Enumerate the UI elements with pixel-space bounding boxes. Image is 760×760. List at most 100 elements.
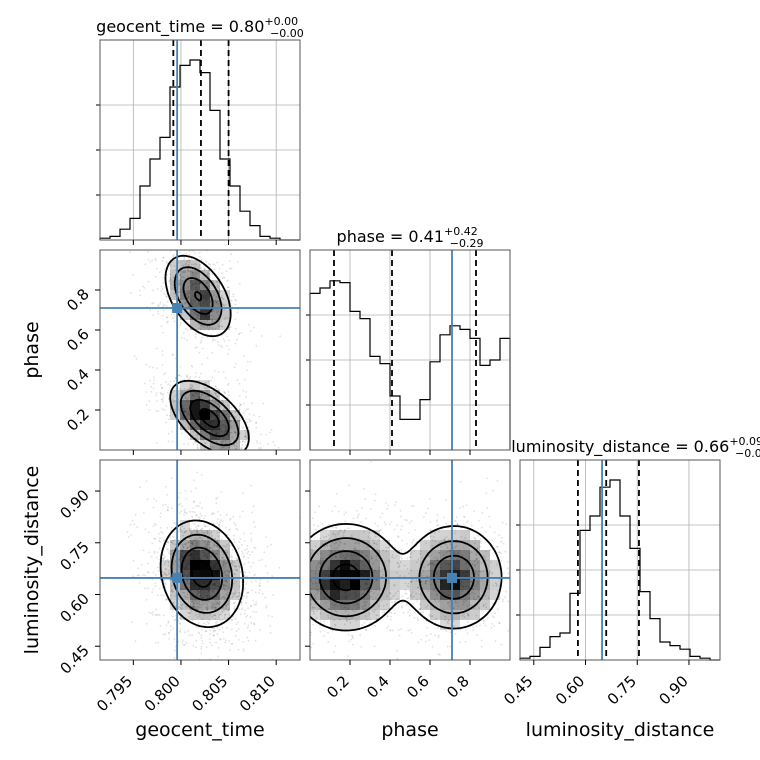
sample-point (400, 515, 402, 518)
sample-point (357, 603, 360, 606)
density-bin (190, 260, 200, 270)
sample-point (366, 554, 368, 557)
sample-point (187, 541, 190, 544)
sample-point (245, 429, 248, 432)
sample-point (227, 601, 230, 603)
sample-point (216, 571, 219, 574)
sample-point (179, 556, 181, 558)
sample-point (346, 555, 348, 557)
sample-point (363, 608, 366, 611)
sample-point (203, 541, 206, 544)
sample-point (207, 328, 210, 331)
sample-point (307, 668, 309, 670)
sample-point (198, 564, 200, 566)
sample-point (181, 607, 183, 610)
sample-point (334, 623, 336, 626)
sample-point (186, 597, 189, 599)
sample-point (481, 590, 483, 593)
sample-point (221, 610, 224, 613)
sample-point (223, 558, 226, 561)
sample-point (164, 555, 166, 558)
sample-point (320, 552, 323, 555)
sample-point (327, 524, 330, 527)
sample-point (208, 285, 211, 288)
sample-point (222, 607, 225, 609)
sample-point (206, 609, 209, 612)
sample-point (186, 407, 189, 410)
sample-point (152, 588, 155, 591)
sample-point (233, 444, 236, 447)
sample-point (390, 611, 393, 614)
sample-point (512, 542, 514, 544)
density-bin (450, 560, 460, 570)
sample-point (144, 528, 147, 531)
sample-point (301, 584, 303, 586)
sample-point (217, 286, 219, 289)
contour-line (310, 537, 489, 618)
sample-point (484, 531, 487, 533)
sample-point (188, 429, 190, 432)
density-bin (470, 540, 480, 550)
sample-point (356, 517, 359, 519)
sample-point (314, 661, 316, 663)
sample-point (184, 574, 187, 576)
sample-point (221, 302, 224, 305)
sample-point (385, 609, 387, 611)
sample-point (243, 429, 246, 432)
sample-point (214, 339, 216, 342)
sample-point (203, 532, 206, 535)
sample-point (234, 601, 237, 603)
sample-point (411, 591, 414, 593)
sample-point (157, 304, 159, 307)
sample-point (234, 475, 236, 477)
sample-point (222, 560, 225, 563)
sample-point (287, 555, 289, 557)
sample-point (317, 589, 320, 592)
sample-point (335, 527, 338, 529)
sample-point (354, 592, 356, 594)
sample-point (242, 648, 245, 650)
sample-point (348, 484, 350, 487)
sample-point (388, 523, 391, 525)
sample-point (288, 480, 290, 482)
sample-point (218, 548, 221, 551)
sample-point (182, 603, 184, 605)
sample-point (221, 441, 224, 444)
sample-point (180, 604, 183, 606)
sample-point (188, 612, 191, 614)
sample-point (315, 528, 317, 531)
sample-point (374, 569, 377, 572)
sample-point (440, 566, 443, 569)
sample-point (165, 560, 167, 563)
sample-point (217, 311, 219, 313)
sample-point (182, 534, 185, 537)
sample-point (418, 603, 421, 605)
sample-point (194, 300, 197, 303)
sample-point (396, 524, 399, 527)
density-bin (210, 400, 220, 410)
sample-point (154, 538, 157, 540)
sample-point (199, 263, 202, 266)
sample-point (207, 607, 209, 609)
sample-point (158, 614, 161, 616)
sample-point (198, 588, 201, 590)
sample-point (240, 447, 243, 450)
sample-point (456, 545, 458, 547)
sample-point (434, 634, 437, 637)
density-bin (220, 560, 230, 570)
sample-point (447, 601, 449, 604)
sample-point (285, 558, 287, 560)
sample-point (213, 582, 216, 584)
density-bin (470, 560, 480, 570)
sample-point (190, 586, 193, 589)
density-bin (360, 610, 370, 620)
sample-point (170, 477, 173, 480)
density-bin (350, 570, 360, 580)
sample-point (225, 453, 227, 455)
sample-point (229, 440, 232, 443)
sample-point (376, 548, 379, 551)
sample-point (207, 622, 210, 624)
sample-point (183, 595, 186, 598)
sample-point (207, 293, 210, 296)
sample-point (202, 412, 205, 415)
